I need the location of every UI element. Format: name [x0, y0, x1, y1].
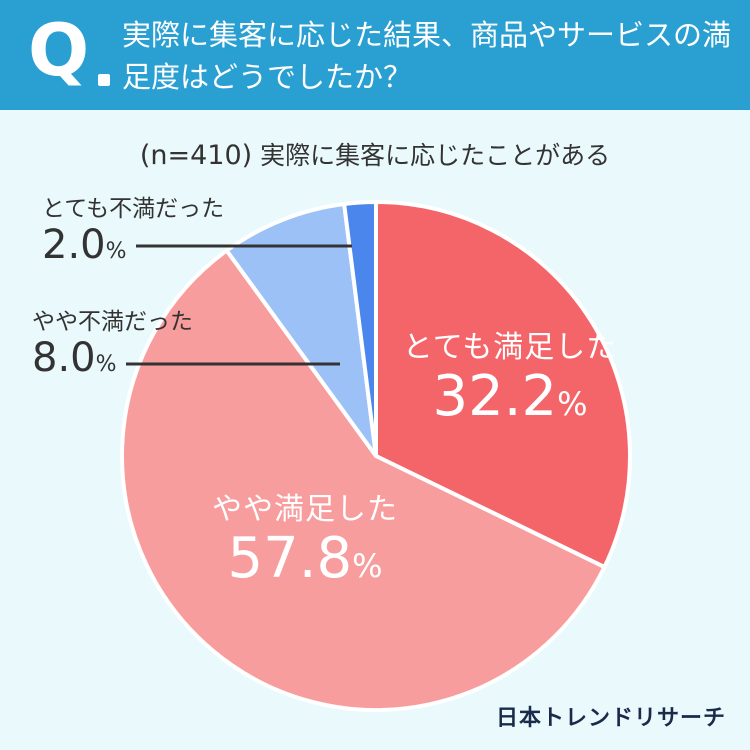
label-very-satisfied-value: 32.2: [432, 364, 558, 429]
label-very-dissatisfied: とても不満だった 2.0%: [42, 189, 224, 267]
q-mark: Q: [28, 8, 90, 92]
label-very-dissatisfied-value: 2.0: [42, 222, 106, 268]
label-very-satisfied-category: とても満足した: [402, 330, 618, 365]
label-somewhat-dissatisfied: やや不満だった 8.0%: [32, 302, 193, 380]
label-very-dissatisfied-category: とても不満だった: [42, 196, 225, 222]
label-very-satisfied-unit: %: [557, 385, 588, 423]
sample-size: (n=410): [139, 140, 253, 171]
brand-logo: 日本トレンドリサーチ: [495, 706, 726, 731]
slice-somewhat-dissatisfied: [224, 202, 378, 458]
question-text: 実際に集客に応じた結果、商品やサービスの満足度はどうでしたか？: [122, 18, 732, 94]
label-very-satisfied: とても満足した 32.2%: [400, 322, 620, 428]
label-somewhat-dissatisfied-value: 8.0: [32, 335, 96, 381]
slice-very-satisfied: [374, 200, 632, 570]
label-very-dissatisfied-unit: %: [105, 239, 127, 264]
label-somewhat-satisfied-category: やや満足した: [212, 492, 398, 527]
chart-subtitle: (n=410) 実際に集客に応じたことがある: [0, 136, 750, 172]
respondent-group: 実際に集客に応じたことがある: [260, 141, 611, 170]
label-somewhat-satisfied-value: 57.8: [227, 526, 353, 591]
label-somewhat-satisfied: やや満足した 57.8%: [195, 484, 415, 590]
slice-very-dissatisfied: [342, 200, 378, 458]
label-somewhat-satisfied-unit: %: [352, 547, 383, 585]
question-header: Q 実際に集客に応じた結果、商品やサービスの満足度はどうでしたか？: [0, 0, 750, 110]
label-somewhat-dissatisfied-category: やや不満だった: [32, 309, 193, 335]
label-somewhat-dissatisfied-unit: %: [95, 352, 117, 377]
q-dot: [98, 74, 110, 86]
